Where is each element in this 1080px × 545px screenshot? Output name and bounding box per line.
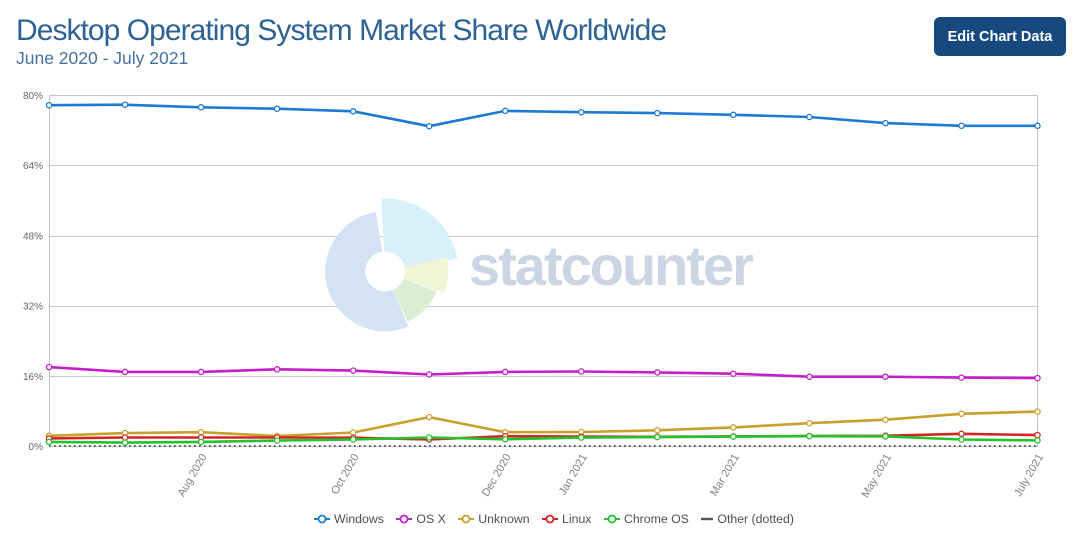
svg-text:32%: 32% bbox=[23, 302, 43, 313]
svg-text:May 2021: May 2021 bbox=[859, 452, 894, 500]
svg-text:64%: 64% bbox=[23, 161, 43, 172]
svg-text:Oct 2020: Oct 2020 bbox=[329, 452, 362, 497]
svg-text:48%: 48% bbox=[23, 231, 43, 242]
svg-text:16%: 16% bbox=[23, 372, 43, 383]
svg-text:Mar 2021: Mar 2021 bbox=[708, 452, 742, 498]
svg-text:0%: 0% bbox=[29, 442, 44, 453]
svg-text:statcounter: statcounter bbox=[469, 234, 753, 297]
svg-text:80%: 80% bbox=[23, 91, 43, 102]
svg-text:Jan 2021: Jan 2021 bbox=[557, 452, 590, 497]
svg-text:Dec 2020: Dec 2020 bbox=[480, 452, 514, 499]
svg-text:Aug 2020: Aug 2020 bbox=[176, 452, 210, 499]
svg-text:July 2021: July 2021 bbox=[1012, 452, 1046, 499]
